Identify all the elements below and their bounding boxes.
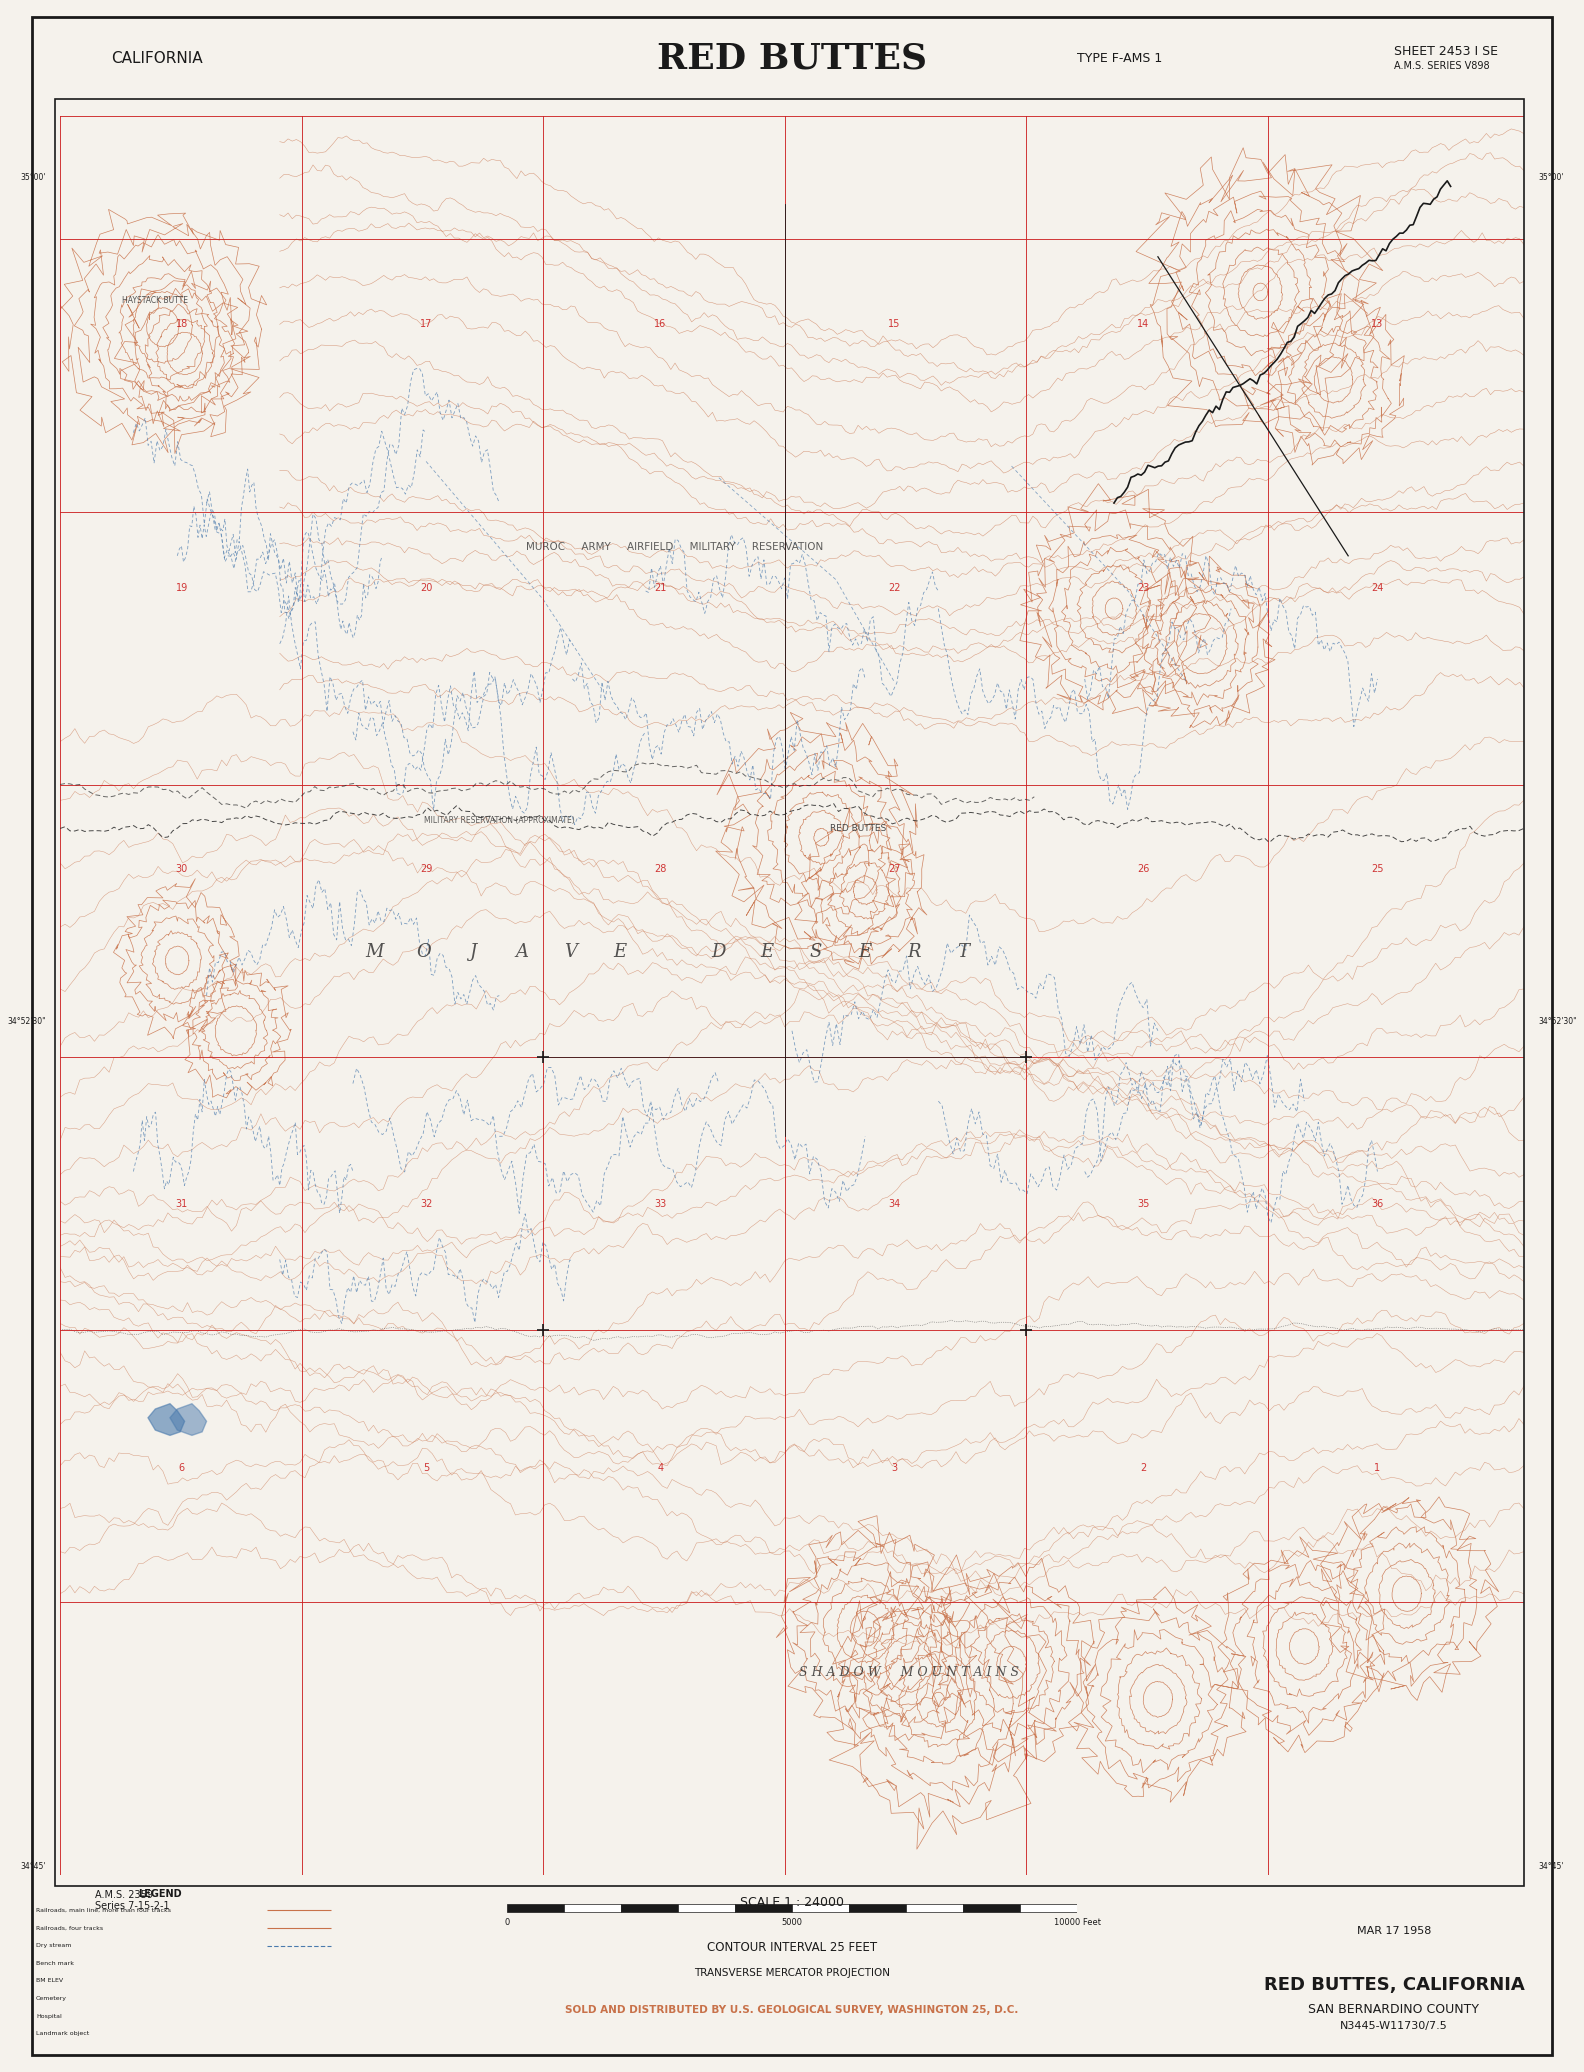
Text: 16: 16 [654,319,667,329]
Text: 17: 17 [420,319,432,329]
Text: N3445-W11730/7.5: N3445-W11730/7.5 [1340,2022,1448,2031]
Text: TRANSVERSE MERCATOR PROJECTION: TRANSVERSE MERCATOR PROJECTION [694,1968,890,1977]
Text: MILITARY RESERVATION (APPROXIMATE): MILITARY RESERVATION (APPROXIMATE) [425,816,575,825]
Bar [963,1904,1020,1912]
Text: 26: 26 [1137,864,1150,874]
Text: 20: 20 [420,582,432,593]
Text: 3: 3 [892,1463,898,1473]
Text: RED BUTTES: RED BUTTES [657,41,927,75]
Text: MUROC     ARMY     AIRFIELD     MILITARY     RESERVATION: MUROC ARMY AIRFIELD MILITARY RESERVATION [526,543,824,551]
Text: 34°45': 34°45' [1538,1863,1563,1871]
Text: RED BUTTES, CALIFORNIA: RED BUTTES, CALIFORNIA [1264,1977,1524,1993]
Bar [507,1904,564,1912]
Text: Landmark object: Landmark object [36,2031,89,2037]
Bar [1020,1904,1077,1912]
Text: S H A D O W     M O U N T A I N S: S H A D O W M O U N T A I N S [798,1666,1019,1680]
Text: R: R [908,943,920,961]
Text: CONTOUR INTERVAL 25 FEET: CONTOUR INTERVAL 25 FEET [706,1941,878,1954]
Text: 18: 18 [176,319,188,329]
Text: 21: 21 [654,582,667,593]
Text: V: V [564,943,578,961]
Text: 5: 5 [423,1463,429,1473]
Text: 4: 4 [657,1463,664,1473]
Text: CALIFORNIA: CALIFORNIA [111,50,203,66]
Text: 34°52'30": 34°52'30" [6,1017,46,1026]
Text: 23: 23 [1137,582,1150,593]
Text: 13: 13 [1372,319,1383,329]
Text: J: J [469,943,477,961]
Text: SAN BERNARDINO COUNTY: SAN BERNARDINO COUNTY [1308,2004,1479,2016]
Text: 19: 19 [176,582,188,593]
Text: SHEET 2453 I SE: SHEET 2453 I SE [1394,46,1498,58]
Text: 34°45': 34°45' [21,1863,46,1871]
Text: A.M.S. SERIES V898: A.M.S. SERIES V898 [1394,62,1489,70]
Text: 10000 Feet: 10000 Feet [1053,1919,1101,1927]
Polygon shape [169,1403,206,1436]
Text: 25: 25 [1372,864,1384,874]
Text: Railroads, main line, more than four tracks: Railroads, main line, more than four tra… [36,1908,171,1912]
Text: LEGEND: LEGEND [138,1890,182,1900]
Bar [678,1904,735,1912]
Text: 32: 32 [420,1200,432,1208]
Text: Bench mark: Bench mark [36,1960,74,1966]
Bar [735,1904,792,1912]
Text: Hospital: Hospital [36,2014,62,2018]
Text: 31: 31 [176,1200,188,1208]
Text: M: M [366,943,383,961]
Polygon shape [147,1403,185,1436]
Text: Dry stream: Dry stream [36,1944,71,1948]
Text: Cemetery: Cemetery [36,1995,67,2002]
Bar [564,1904,621,1912]
Text: TYPE F-AMS 1: TYPE F-AMS 1 [1077,52,1163,64]
Text: 29: 29 [420,864,432,874]
Text: 34: 34 [889,1200,901,1208]
Text: 33: 33 [654,1200,667,1208]
Text: D: D [711,943,725,961]
Text: 28: 28 [654,864,667,874]
Text: O: O [417,943,431,961]
Text: 36: 36 [1372,1200,1383,1208]
Text: SCALE 1 : 24000: SCALE 1 : 24000 [740,1896,844,1908]
Text: 5000: 5000 [781,1919,803,1927]
Text: 6: 6 [179,1463,185,1473]
Text: E: E [760,943,773,961]
Text: A: A [515,943,529,961]
Text: 0: 0 [504,1919,510,1927]
Text: E: E [859,943,871,961]
Text: HAYSTACK BUTTE: HAYSTACK BUTTE [122,296,188,305]
Bar [906,1904,963,1912]
Bar [849,1904,906,1912]
Bar [792,1904,849,1912]
Text: 2: 2 [1140,1463,1147,1473]
Text: A.M.S. 2359
Series 7-15-2-1: A.M.S. 2359 Series 7-15-2-1 [95,1890,169,1910]
Text: 14: 14 [1137,319,1150,329]
Text: 15: 15 [889,319,901,329]
Text: 35: 35 [1137,1200,1150,1208]
Text: 1: 1 [1375,1463,1381,1473]
Text: T: T [957,943,969,961]
Text: 27: 27 [889,864,901,874]
Text: BM ELEV: BM ELEV [36,1979,63,1983]
Text: 35°00': 35°00' [1538,174,1563,182]
Text: E: E [613,943,627,961]
Text: MAR 17 1958: MAR 17 1958 [1357,1927,1430,1935]
Text: 34°52'30": 34°52'30" [1538,1017,1578,1026]
Text: 22: 22 [889,582,901,593]
Text: Railroads, four tracks: Railroads, four tracks [36,1925,103,1931]
Text: SOLD AND DISTRIBUTED BY U.S. GEOLOGICAL SURVEY, WASHINGTON 25, D.C.: SOLD AND DISTRIBUTED BY U.S. GEOLOGICAL … [565,2006,1019,2014]
Text: 24: 24 [1372,582,1384,593]
Text: 35°00': 35°00' [21,174,46,182]
Text: RED BUTTES: RED BUTTES [830,825,885,833]
Bar [621,1904,678,1912]
Text: 30: 30 [176,864,188,874]
Text: S: S [809,943,822,961]
